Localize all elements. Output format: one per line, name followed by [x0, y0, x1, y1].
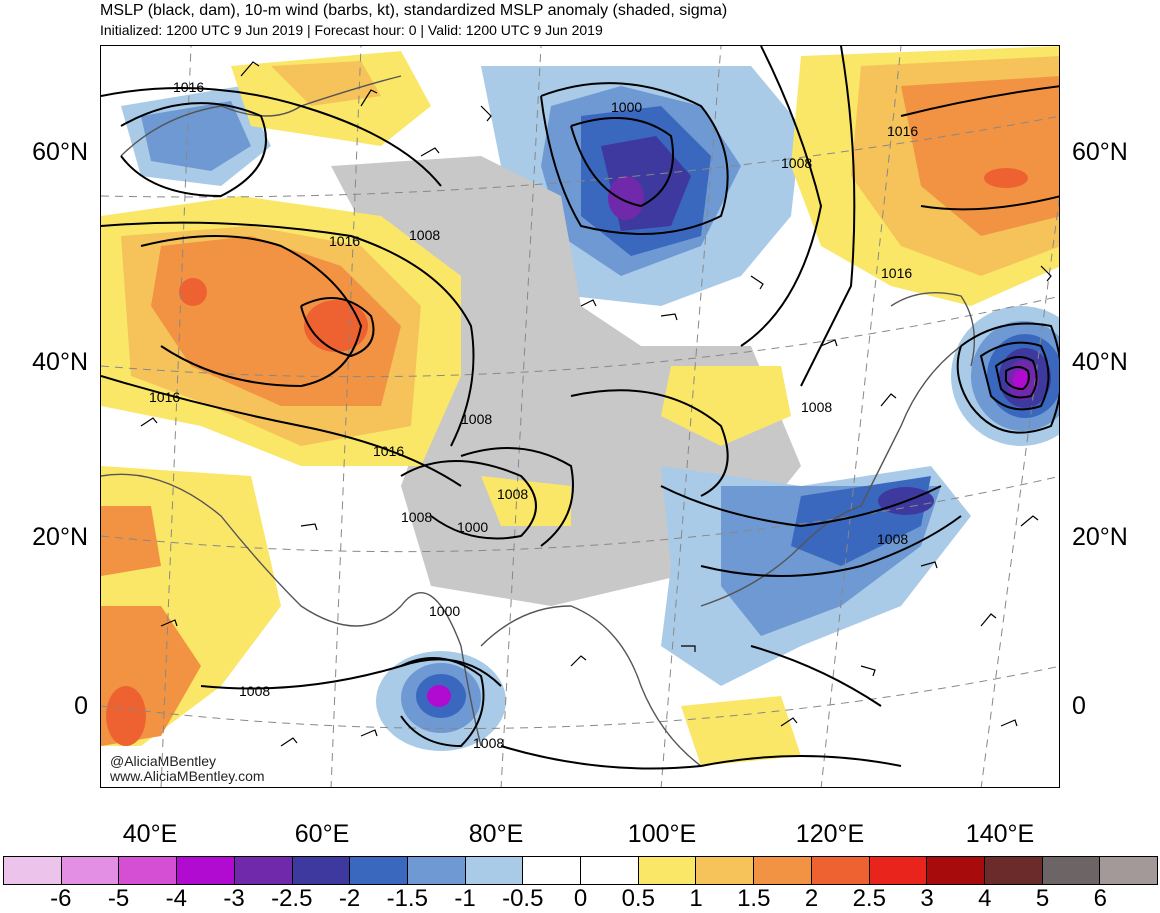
colorbar-tick-label: -6	[50, 885, 72, 912]
colorbar-swatch: #3b68bf	[350, 857, 408, 884]
colorbar-swatch: #ffffff	[581, 857, 639, 884]
colorbar-swatch: #fae767	[638, 857, 697, 884]
colorbar-tick-label: -3	[223, 885, 245, 912]
contour-label: 1008	[401, 509, 432, 525]
colorbar-swatch: #d54fd5	[119, 857, 178, 884]
lon-label-60e: 60°E	[294, 820, 350, 848]
colorbar-tick-label: 1	[689, 885, 703, 912]
contour-label: 1000	[611, 99, 642, 115]
contour-label: 1016	[329, 233, 360, 249]
mslp-contours	[101, 46, 1059, 770]
colorbar-tick-label: -0.5	[502, 885, 544, 912]
lat-label-20n-right: 20°N	[1072, 523, 1128, 551]
credit-handle: @AliciaMBentley	[110, 753, 217, 769]
colorbar-tick-label: 2	[804, 885, 819, 912]
colorbar-tick-label: -4	[165, 885, 187, 912]
contour-label: 1016	[881, 265, 912, 281]
colorbar-tick-label: 6	[1093, 885, 1107, 912]
contour-label: 1008	[473, 735, 504, 751]
lat-label-60n-right: 60°N	[1072, 138, 1128, 166]
contour-label: 1008	[801, 399, 832, 415]
colorbar-tick-label: 4	[978, 885, 992, 912]
colorbar-swatch: #a80b0b	[927, 857, 985, 884]
wind-barbs	[140, 61, 1052, 747]
colorbar-tick-label: 3	[920, 885, 934, 912]
lon-label-80e: 80°E	[468, 820, 524, 848]
colorbar-swatch: #ffffff	[523, 857, 582, 884]
colorbar-swatch: #f6c35a	[696, 857, 755, 884]
contour-label: 1016	[887, 123, 918, 139]
colorbar-swatch: #e38fe3	[61, 857, 120, 884]
contour-label: 1000	[457, 519, 488, 535]
colorbar-tick-label: 1.5	[737, 885, 771, 912]
lat-label-40n-left: 40°N	[32, 348, 88, 376]
lat-label-0-left: 0	[74, 692, 88, 720]
contour-label: 1008	[497, 486, 528, 502]
contour-label: 1008	[409, 227, 440, 243]
lat-label-60n-left: 60°N	[32, 138, 88, 166]
colorbar-swatch: #6f99d3	[407, 857, 466, 884]
colorbar-swatch: #a9cbe8	[465, 857, 524, 884]
lon-label-120e: 120°E	[795, 820, 865, 848]
credit-site: www.AliciaMBentley.com	[110, 768, 265, 784]
colorbar-swatch: #ebc3eb	[4, 857, 62, 884]
colorbar-tick-label: -2	[338, 885, 361, 912]
lat-label-0-right: 0	[1072, 692, 1086, 720]
map-canvas: 1016 1016 1016 1016 1016 1016 1008 1008 …	[101, 46, 1059, 787]
contour-label: 1008	[461, 411, 492, 427]
contour-label: 1008	[239, 683, 270, 699]
map-panel: 1016 1016 1016 1016 1016 1016 1008 1008 …	[100, 45, 1060, 788]
lat-label-20n-left: 20°N	[32, 523, 88, 551]
contour-label: 1016	[373, 443, 404, 459]
colorbar-swatch: #b10bd1	[177, 857, 235, 884]
colorbar-tick-label: -1	[454, 885, 476, 912]
colorbar-swatch: #6c2b2b	[984, 857, 1043, 884]
lon-label-40e: 40°E	[122, 820, 178, 848]
contour-labels: 1016 1016 1016 1016 1016 1016 1008 1008 …	[149, 79, 918, 751]
colorbar-swatch: #f19343	[754, 857, 812, 884]
colorbar-swatch: #e8241c	[869, 857, 928, 884]
contour-label: 1000	[429, 603, 460, 619]
colorbar-swatch: #6d6565	[1042, 857, 1101, 884]
colorbar-tick-label: 5	[1035, 885, 1050, 912]
lon-label-100e: 100°E	[627, 820, 697, 848]
contour-label: 1016	[173, 79, 204, 95]
colorbar-tick-label: -5	[107, 885, 130, 912]
lon-label-140e: 140°E	[965, 820, 1035, 848]
coastlines	[101, 75, 976, 767]
contour-label: 1008	[877, 531, 908, 547]
colorbar-swatch: #3e399f	[292, 857, 351, 884]
colorbar-tick-label: -1.5	[386, 885, 428, 912]
colorbar-tick-label: 0	[573, 885, 588, 912]
colorbar-swatch: #7129ab	[234, 857, 293, 884]
colorbar-swatch: #a49999	[1100, 857, 1158, 884]
contour-label: 1016	[149, 389, 180, 405]
anomaly-colorbar: #ebc3eb#e38fe3#d54fd5#b10bd1#7129ab#3e39…	[3, 856, 1158, 885]
contour-label: 1008	[781, 155, 812, 171]
map-title: MSLP (black, dam), 10-m wind (barbs, kt)…	[100, 2, 728, 19]
colorbar-tick-label: 0.5	[621, 885, 655, 912]
lat-label-40n-right: 40°N	[1072, 348, 1128, 376]
graticule	[101, 46, 1059, 787]
colorbar-tick-label: 2.5	[852, 885, 886, 912]
map-subtitle: Initialized: 1200 UTC 9 Jun 2019 | Forec…	[100, 22, 603, 38]
colorbar-tick-label: -2.5	[271, 885, 313, 912]
colorbar-swatch: #ee6232	[811, 857, 870, 884]
